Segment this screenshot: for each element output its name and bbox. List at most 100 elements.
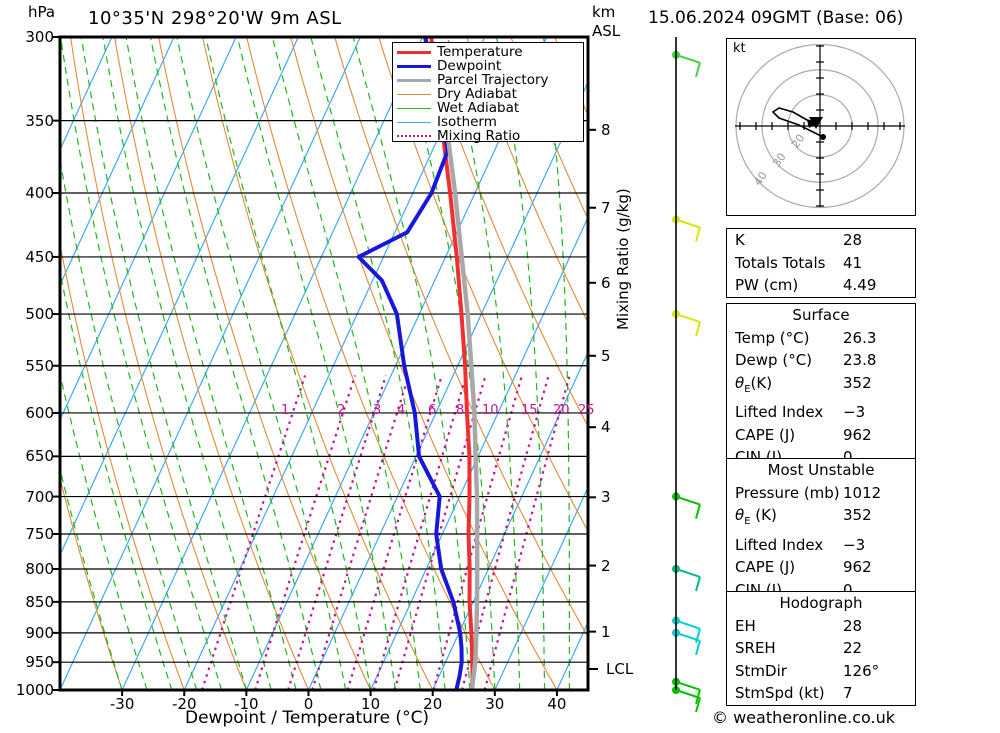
- legend-swatch: [397, 50, 431, 54]
- hodograph-unit-label: kt: [733, 41, 746, 56]
- altitude-tick-5: 5: [601, 346, 611, 365]
- altitude-tick-3: 3: [601, 488, 611, 507]
- surface-row: Temp (°C) 26.3: [727, 327, 915, 350]
- forecast-datetime-label: 15.06.2024 09GMT (Base: 06): [648, 8, 904, 28]
- stability-index-key: Totals Totals: [735, 253, 826, 272]
- stability-index-key: PW (cm): [735, 276, 799, 294]
- pressure-tick-500: 500: [25, 305, 54, 324]
- surface-key: θE(K): [735, 373, 773, 395]
- altitude-tick-1: 1: [601, 622, 611, 641]
- pressure-tick-300: 300: [25, 28, 54, 46]
- surface-value: −3: [843, 403, 866, 421]
- sounding-curve-parcel-trajectory: [445, 133, 480, 689]
- legend-item-wet-adiabat: Wet Adiabat: [397, 101, 579, 115]
- most-unstable-row: θE (K) 352: [727, 504, 915, 534]
- most-unstable-value: 1012: [843, 483, 882, 502]
- mixing-ratio-label-25: 25: [578, 402, 595, 418]
- legend-swatch: [397, 121, 431, 123]
- hodograph-start-point: [820, 134, 826, 140]
- storm-motion-marker: [809, 117, 823, 129]
- pressure-tick-350: 350: [25, 111, 54, 130]
- surface-row: Dewp (°C) 23.8: [727, 349, 915, 372]
- hodograph-panel: kt 20 30 40: [726, 38, 916, 216]
- page-title: 10°35'N 298°20'W 9m ASL: [88, 8, 342, 29]
- most-unstable-value: −3: [843, 535, 866, 554]
- hodograph-stat-value: 7: [843, 684, 853, 702]
- mixing-ratio-label-8: 8: [456, 402, 465, 418]
- altitude-tick-7: 7: [601, 198, 611, 217]
- pressure-tick-550: 550: [25, 356, 54, 375]
- legend-swatch: [397, 135, 431, 137]
- legend-item-dewpoint: Dewpoint: [397, 59, 579, 73]
- pressure-unit-label: hPa: [28, 3, 56, 21]
- altitude-asl-label: ASL: [592, 22, 621, 40]
- surface-value: 352: [843, 373, 872, 392]
- temperature-tick-30: 30: [485, 695, 505, 713]
- surface-key: CAPE (J): [735, 425, 796, 444]
- most-unstable-title: Most Unstable: [767, 461, 875, 479]
- hodograph-stat-key: StmDir: [735, 661, 787, 680]
- lcl-marker: LCL: [606, 659, 634, 678]
- legend-item-mixing-ratio: Mixing Ratio: [397, 129, 579, 143]
- mixing-ratio-label-10: 10: [482, 402, 499, 418]
- stability-index-row: K 28: [727, 229, 915, 252]
- surface-value: 0: [843, 448, 853, 466]
- temperature-tick--30: -30: [109, 695, 135, 713]
- legend-label: Parcel Trajectory: [437, 72, 549, 88]
- temperature-tick--10: -10: [234, 695, 259, 713]
- pressure-tick-800: 800: [25, 559, 54, 578]
- most-unstable-key: Pressure (mb): [735, 483, 840, 502]
- hodograph-stat-row: EH 28: [727, 615, 915, 638]
- stability-index-row: Totals Totals 41: [727, 252, 915, 275]
- pressure-tick-600: 600: [25, 403, 54, 422]
- chart-legend: Temperature Dewpoint Parcel Trajectory Dry …: [392, 42, 584, 143]
- pressure-tick-450: 450: [25, 247, 54, 266]
- stability-index-value: 28: [843, 231, 863, 249]
- temperature-tick--20: -20: [171, 695, 197, 713]
- legend-label: Mixing Ratio: [437, 128, 521, 144]
- legend-swatch: [397, 93, 431, 95]
- legend-swatch: [397, 107, 431, 109]
- hodograph-stat-row: StmSpd (kt) 7: [727, 682, 915, 705]
- pressure-tick-650: 650: [25, 447, 54, 466]
- hodograph-stat-row: StmDir 126°: [727, 660, 915, 683]
- most-unstable-key: Lifted Index: [735, 535, 824, 554]
- hodograph-stat-value: 126°: [843, 661, 880, 680]
- surface-row: CAPE (J) 962: [727, 424, 915, 447]
- most-unstable-key: θE (K): [735, 506, 777, 527]
- temperature-tick-20: 20: [423, 695, 443, 713]
- most-unstable-key: CAPE (J): [735, 558, 796, 576]
- stability-index-value: 41: [843, 253, 863, 272]
- surface-key: Lifted Index: [735, 403, 824, 421]
- stability-index-value: 4.49: [843, 276, 877, 294]
- legend-label: Dewpoint: [437, 58, 502, 74]
- hodograph-ring-label-20: 20: [789, 132, 808, 151]
- surface-key: Temp (°C): [735, 328, 810, 347]
- copyright-label: © weatheronline.co.uk: [712, 708, 895, 727]
- pressure-tick-850: 850: [25, 592, 54, 611]
- legend-label: Dry Adiabat: [437, 86, 517, 102]
- surface-value: 26.3: [843, 328, 877, 347]
- mixing-ratio-label-20: 20: [553, 402, 570, 418]
- most-unstable-row: Pressure (mb) 1012: [727, 482, 915, 505]
- plot-frame: [58, 35, 590, 692]
- mixing-ratio-label-3: 3: [373, 402, 382, 418]
- hodograph-stat-key: SREH: [735, 639, 776, 657]
- surface-value: 962: [843, 425, 872, 444]
- surface-row: θE(K) 352: [727, 372, 915, 402]
- sounding-curve-dewpoint: [356, 38, 464, 689]
- x-axis-title: Dewpoint / Temperature (°C): [185, 708, 430, 728]
- mixing-ratio-label-4: 4: [397, 402, 406, 418]
- legend-item-parcel-trajectory: Parcel Trajectory: [397, 73, 579, 87]
- altitude-tick-8: 8: [601, 120, 611, 139]
- legend-label: Temperature: [437, 44, 523, 60]
- legend-item-isotherm: Isotherm: [397, 115, 579, 129]
- mixing-ratio-label-2: 2: [337, 402, 346, 418]
- altitude-tick-2: 2: [601, 556, 611, 575]
- pressure-tick-900: 900: [25, 623, 54, 642]
- legend-swatch: [397, 78, 431, 82]
- pressure-tick-950: 950: [25, 653, 54, 672]
- altitude-tick-4: 4: [601, 418, 611, 437]
- stability-index-key: K: [735, 231, 745, 249]
